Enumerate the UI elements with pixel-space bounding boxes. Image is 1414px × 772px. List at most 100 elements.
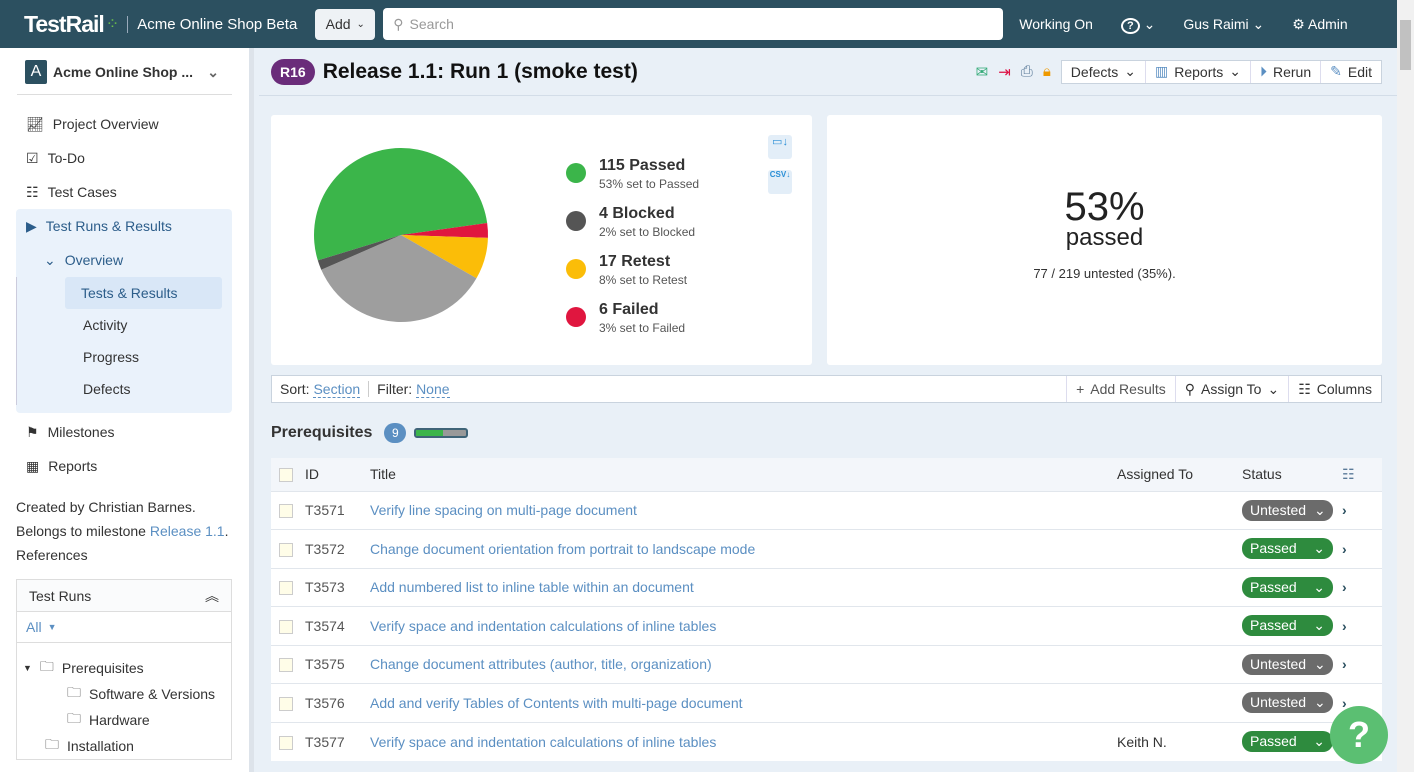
- scrollbar-thumb[interactable]: [1400, 20, 1411, 70]
- edit-button[interactable]: ✎ Edit: [1321, 61, 1381, 83]
- status-dropdown[interactable]: Untested ⌄: [1242, 692, 1333, 714]
- test-title-link[interactable]: Verify space and indentation calculation…: [370, 733, 717, 750]
- test-title-link[interactable]: Verify space and indentation calculation…: [370, 617, 717, 634]
- pie-slice-untested[interactable]: [321, 235, 477, 323]
- page-scrollbar[interactable]: [1397, 0, 1414, 772]
- tree-item[interactable]: 🗀 Hardware: [23, 707, 231, 733]
- chevron-down-icon: ⌄: [356, 18, 365, 30]
- export-icon[interactable]: ⇥: [998, 63, 1011, 81]
- sort-link[interactable]: Section: [313, 380, 361, 398]
- status-dropdown[interactable]: Untested ⌄: [1242, 653, 1333, 675]
- nav-progress[interactable]: Progress: [83, 349, 140, 365]
- milestone-link[interactable]: Release 1.1: [149, 523, 225, 539]
- table-row[interactable]: T3571 Verify line spacing on multi-page …: [271, 490, 1382, 530]
- row-checkbox[interactable]: [279, 658, 293, 673]
- nav-overview[interactable]: ⌄ Overview: [16, 243, 232, 277]
- pencil-icon: ✎: [1330, 63, 1342, 79]
- table-row[interactable]: T3575 Change document attributes (author…: [271, 644, 1382, 684]
- nav-test-cases[interactable]: ☷ Test Cases: [0, 175, 249, 209]
- col-status[interactable]: Status: [1242, 458, 1342, 491]
- status-dropdown[interactable]: Passed ⌄: [1242, 576, 1333, 598]
- table-row[interactable]: T3576 Add and verify Tables of Contents …: [271, 683, 1382, 722]
- filter-link[interactable]: None: [416, 380, 450, 398]
- nav-activity[interactable]: Activity: [83, 317, 128, 333]
- row-checkbox[interactable]: [279, 504, 293, 519]
- tree-item[interactable]: 🗀 Software & Versions: [23, 681, 231, 707]
- chevron-right-icon[interactable]: ›: [1342, 644, 1382, 684]
- table-row[interactable]: T3573 Add numbered list to inline table …: [271, 567, 1382, 607]
- rerun-button[interactable]: ⏵ Rerun: [1251, 60, 1322, 83]
- chevron-down-icon: ⌄: [1314, 655, 1326, 672]
- row-checkbox[interactable]: [279, 581, 293, 596]
- row-checkbox[interactable]: [279, 542, 293, 557]
- progress-fill: [416, 430, 443, 436]
- download-csv-icon[interactable]: CSV↓: [768, 170, 792, 194]
- help-button[interactable]: ?: [1330, 706, 1388, 764]
- nav-reports[interactable]: ▦ Reports: [0, 449, 249, 483]
- test-id: T3575: [305, 644, 370, 684]
- user-menu[interactable]: Gus Raimi ⌄: [1183, 15, 1265, 32]
- working-on-menu[interactable]: Working On: [1019, 16, 1093, 32]
- nav-test-runs[interactable]: ▶ Test Runs & Results: [16, 209, 232, 243]
- lock-icon[interactable]: 🔒︎: [1042, 62, 1051, 80]
- defects-button[interactable]: Defects ⌄: [1062, 60, 1146, 83]
- legend-sub: 2% set to Blocked: [599, 225, 696, 239]
- pie-slice-retest[interactable]: [401, 235, 488, 279]
- test-title-link[interactable]: Verify line spacing on multi-page docume…: [370, 502, 637, 519]
- col-title[interactable]: Title: [370, 458, 1117, 491]
- test-runs-title: Test Runs: [29, 587, 92, 604]
- row-checkbox[interactable]: [279, 619, 293, 634]
- col-assigned[interactable]: Assigned To: [1117, 458, 1242, 491]
- status-dropdown[interactable]: Passed ⌄: [1242, 615, 1333, 637]
- pie-slice-blocked[interactable]: [317, 235, 401, 270]
- reports-button[interactable]: ▥ Reports ⌄: [1146, 60, 1251, 83]
- nav-project-overview[interactable]: 📈︎ Project Overview: [0, 107, 249, 141]
- email-check-icon[interactable]: ✉: [975, 63, 989, 81]
- test-title-link[interactable]: Change document attributes (author, titl…: [370, 656, 712, 673]
- status-dropdown[interactable]: Passed ⌄: [1242, 731, 1333, 752]
- add-button[interactable]: Add ⌄: [315, 8, 376, 40]
- main-content: R16 Release 1.1: Run 1 (smoke test) ✉ ⇥ …: [259, 48, 1397, 772]
- pie-slice-passed[interactable]: [314, 148, 488, 261]
- row-checkbox[interactable]: [279, 696, 293, 711]
- admin-link[interactable]: ⚙ Admin: [1292, 16, 1347, 33]
- chevron-right-icon[interactable]: ›: [1342, 490, 1382, 530]
- columns-icon[interactable]: ☷: [1342, 465, 1355, 482]
- nav-tests-results[interactable]: Tests & Results: [65, 277, 222, 309]
- project-name[interactable]: Acme Online Shop Beta: [127, 15, 297, 33]
- nav-defects[interactable]: Defects: [83, 381, 131, 397]
- chevron-right-icon[interactable]: ›: [1342, 529, 1382, 568]
- tests-table: ID Title Assigned To Status ☷ T3571 Veri…: [271, 458, 1382, 761]
- chevron-right-icon[interactable]: ›: [1342, 567, 1382, 607]
- print-icon[interactable]: ⎙: [1020, 62, 1033, 80]
- row-checkbox[interactable]: [279, 735, 293, 750]
- tree-item[interactable]: ▼ 🗀 Prerequisites: [23, 655, 231, 681]
- nav-milestones[interactable]: ⚑ Milestones: [0, 415, 249, 449]
- chevron-right-icon[interactable]: ›: [1342, 606, 1382, 645]
- filter-dropdown[interactable]: All ▼: [17, 612, 231, 643]
- select-all-checkbox[interactable]: [279, 468, 293, 483]
- test-title-link[interactable]: Change document orientation from portrai…: [370, 540, 756, 557]
- collapse-icon[interactable]: ︽: [205, 587, 219, 604]
- test-cases-icon: ☷: [26, 183, 39, 200]
- status-dropdown[interactable]: Passed ⌄: [1242, 538, 1333, 560]
- table-row[interactable]: T3572 Change document orientation from p…: [271, 529, 1382, 568]
- download-image-icon[interactable]: ▭↓: [768, 135, 792, 159]
- pie-slice-failed[interactable]: [401, 222, 488, 238]
- test-title-link[interactable]: Add numbered list to inline table within…: [370, 579, 694, 596]
- search-input[interactable]: ⚲ Search: [383, 8, 1004, 40]
- project-selector[interactable]: A Acme Online Shop ... ⌄: [25, 60, 249, 84]
- testrail-logo[interactable]: TestRail: [24, 10, 105, 37]
- col-id[interactable]: ID: [305, 458, 370, 491]
- table-row[interactable]: T3577 Verify space and indentation calcu…: [271, 721, 1382, 761]
- test-title-link[interactable]: Add and verify Tables of Contents with m…: [370, 694, 743, 711]
- table-row[interactable]: T3574 Verify space and indentation calcu…: [271, 606, 1382, 645]
- status-dropdown[interactable]: Untested ⌄: [1242, 499, 1333, 521]
- assign-to-button[interactable]: ⚲ Assign To ⌄: [1174, 376, 1288, 402]
- nav-label: Reports: [48, 458, 98, 474]
- columns-button[interactable]: ☷ Columns: [1288, 376, 1381, 402]
- help-menu[interactable]: ? ⌄: [1120, 16, 1155, 34]
- nav-todo[interactable]: ☑ To-Do: [0, 141, 249, 175]
- add-results-button[interactable]: + Add Results: [1066, 376, 1175, 402]
- tree-item[interactable]: 🗀 Installation: [23, 733, 231, 759]
